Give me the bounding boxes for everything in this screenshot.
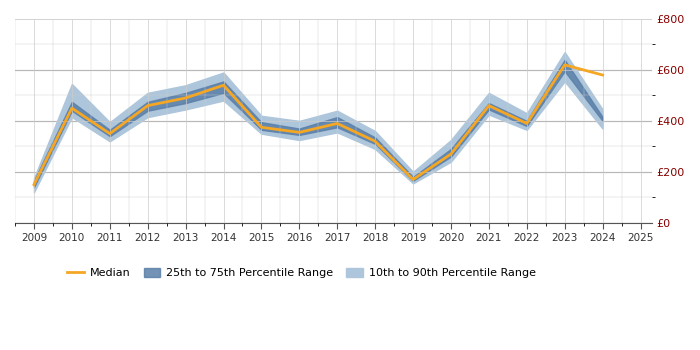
Legend: Median, 25th to 75th Percentile Range, 10th to 90th Percentile Range: Median, 25th to 75th Percentile Range, 1… — [63, 263, 540, 282]
